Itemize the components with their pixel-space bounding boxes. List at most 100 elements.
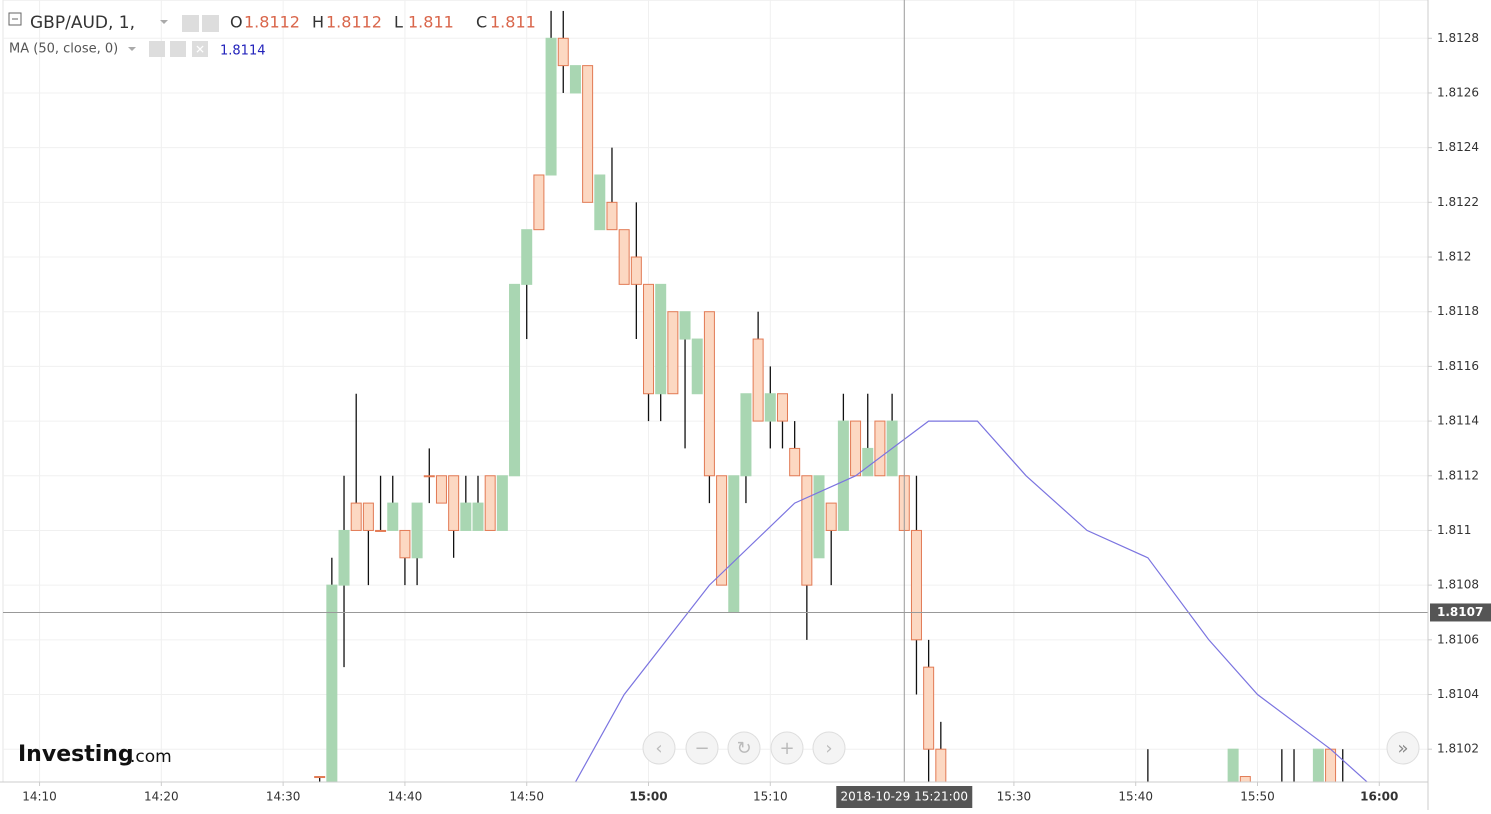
logo-brand: Investing [18, 742, 134, 767]
y-tick-label: 1.8122 [1437, 195, 1479, 209]
x-tick-label: 15:30 [997, 790, 1032, 804]
candle-body [338, 529, 350, 586]
ohlc-label: H [312, 13, 324, 32]
candle-body [935, 748, 947, 782]
candle-body [594, 174, 606, 231]
y-tick-label: 1.8128 [1437, 31, 1479, 45]
y-tick-label: 1.8108 [1437, 578, 1479, 592]
y-tick-label: 1.8126 [1437, 85, 1479, 99]
y-tick-label: 1.8112 [1437, 468, 1479, 482]
icon: ‹ [655, 738, 662, 759]
candle-body [435, 475, 447, 504]
candle-body [545, 37, 557, 176]
candle-body [399, 529, 411, 559]
candle-body [837, 420, 849, 531]
zoom-out-button[interactable] [685, 731, 719, 765]
settings-button[interactable] [202, 15, 219, 32]
candle-body [472, 502, 484, 531]
nav-buttons [642, 731, 1420, 765]
candle-body [423, 475, 435, 478]
candle-body [740, 393, 752, 477]
reset-button[interactable] [727, 731, 761, 765]
ma-menu[interactable] [128, 47, 136, 51]
candle-body [618, 229, 630, 285]
x-tick-label: 15:00 [629, 790, 667, 804]
x-tick-label: 15:40 [1118, 790, 1153, 804]
candle-body [776, 393, 788, 422]
ma-eye-button[interactable] [149, 41, 165, 57]
candle-body [448, 475, 460, 531]
candle-body [691, 338, 703, 395]
y-tick-label: 1.8124 [1437, 140, 1479, 154]
collapse-icon[interactable] [8, 12, 22, 26]
candle-body [411, 502, 423, 559]
ohlc-value: 1.8112 [244, 13, 300, 32]
x-tick-label: 15:10 [753, 790, 788, 804]
plot-area [2, 0, 1429, 783]
candle-body [557, 37, 569, 67]
candle-body [655, 283, 667, 395]
candle-body [1143, 804, 1153, 805]
x-tick-label: 15:50 [1240, 790, 1275, 804]
overlay [3, 0, 1428, 782]
candle-body [752, 338, 764, 422]
y-tick-label: 1.8106 [1437, 632, 1479, 646]
candle-body [728, 475, 740, 613]
candle-body [813, 475, 825, 559]
y-tick-label: 1.8118 [1437, 304, 1479, 318]
candles [314, 10, 1369, 805]
icon: › [825, 738, 832, 759]
candle-body [326, 584, 338, 782]
y-tick-label: 1.8102 [1437, 742, 1479, 756]
candle-body [643, 283, 655, 395]
candle-body [314, 776, 326, 779]
scroll-end-button[interactable] [1386, 731, 1420, 765]
candle-body [923, 666, 935, 750]
candle-body [667, 311, 679, 395]
candle-body [375, 529, 387, 532]
ma-name: MA (50, close, 0) [9, 42, 118, 57]
icon: − [694, 738, 709, 759]
nav-icons: ‹ − ↻ + › » [655, 738, 1408, 759]
candle-body [679, 311, 691, 340]
candle-body [582, 65, 594, 203]
candle-body [1325, 748, 1337, 782]
x-tick-label: 14:50 [509, 790, 544, 804]
zoom-in-button[interactable] [770, 731, 804, 765]
candle-body [350, 502, 362, 531]
x-tick-label: 14:10 [22, 790, 57, 804]
ma-settings-button[interactable] [170, 41, 186, 57]
candle-body [1338, 804, 1348, 805]
candle-body [850, 420, 862, 477]
scroll-right-button[interactable] [812, 731, 846, 765]
candle-body [862, 447, 874, 477]
candle-body [764, 393, 776, 422]
ma-remove-button[interactable] [192, 41, 208, 57]
y-tick-label: 1.8104 [1437, 687, 1479, 701]
crosshair-price-box [1430, 603, 1491, 622]
candle-body [1312, 748, 1324, 782]
candle-body [496, 475, 508, 531]
candle-body [1239, 776, 1251, 782]
y-tick-label: 1.8114 [1437, 414, 1479, 428]
candle-body [630, 256, 642, 285]
candle-body [789, 447, 801, 477]
candle-body [1227, 748, 1239, 782]
ohlc-label: C [476, 13, 487, 32]
candle-body [460, 502, 472, 531]
candle-body [362, 502, 374, 531]
crosshair-price-label: 1.8107 [1437, 605, 1483, 619]
grid [3, 0, 1428, 782]
symbol-menu[interactable] [160, 20, 168, 24]
candle-body [533, 174, 545, 231]
symbol: GBP/AUD, 1, [30, 13, 135, 33]
ohlc-value: 1.811 [408, 13, 454, 32]
scroll-left-button[interactable] [642, 731, 676, 765]
icon: ↻ [736, 738, 751, 759]
logo-suffix: .com [130, 747, 172, 767]
candle-body [521, 229, 533, 285]
x-tick-label: 14:20 [144, 790, 179, 804]
eye-button[interactable] [182, 15, 199, 32]
